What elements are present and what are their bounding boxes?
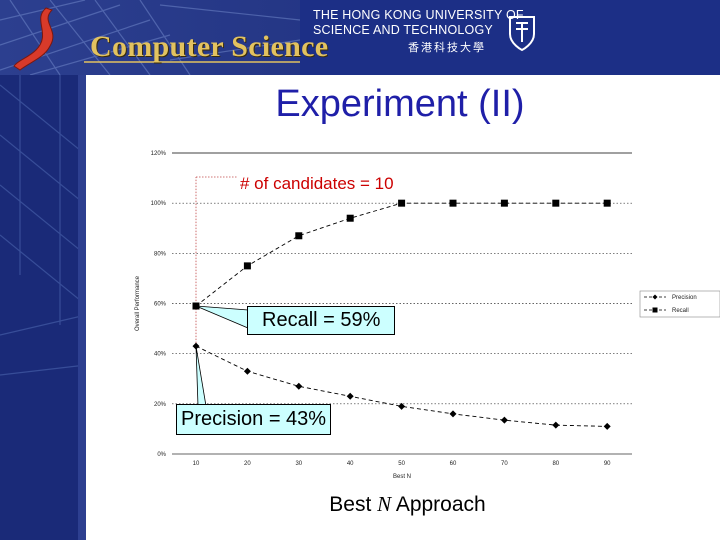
recall-point bbox=[449, 199, 457, 207]
header-banner: Computer Science THE HONG KONG UNIVERSIT… bbox=[0, 0, 720, 75]
x-tick-label: 50 bbox=[398, 461, 405, 467]
precision-point bbox=[346, 392, 354, 400]
legend-label-precision: Precision bbox=[672, 295, 697, 301]
x-tick-label: 90 bbox=[604, 461, 611, 467]
slide-caption: Best N Approach bbox=[0, 492, 720, 517]
x-tick-label: 10 bbox=[193, 461, 200, 467]
x-axis-label: Best N bbox=[393, 474, 411, 480]
left-sidebar bbox=[0, 75, 86, 540]
university-crest-icon bbox=[509, 16, 535, 52]
caption-suffix: Approach bbox=[391, 493, 486, 516]
recall-point bbox=[192, 302, 200, 310]
precision-point bbox=[398, 402, 406, 410]
x-tick-label: 40 bbox=[347, 461, 354, 467]
precision-point bbox=[603, 422, 611, 430]
recall-point bbox=[346, 214, 354, 222]
y-tick-label: 120% bbox=[151, 151, 167, 157]
x-tick-label: 60 bbox=[450, 461, 457, 467]
legend-box bbox=[639, 290, 720, 318]
precision-point bbox=[192, 342, 200, 350]
university-name-line2: SCIENCE AND TECHNOLOGY bbox=[313, 23, 493, 37]
recall-line bbox=[195, 202, 608, 307]
precision-point bbox=[552, 421, 560, 429]
x-tick-label: 20 bbox=[244, 461, 251, 467]
precision-annotation: Precision = 43% bbox=[176, 404, 332, 435]
y-tick-label: 80% bbox=[154, 251, 167, 257]
sidebar-decoration bbox=[0, 75, 86, 540]
recall-annotation: Recall = 59% bbox=[247, 306, 396, 335]
y-axis-label: Overall Performance bbox=[135, 275, 141, 331]
precision-point bbox=[500, 416, 508, 424]
y-tick-label: 0% bbox=[157, 452, 166, 458]
recall-point bbox=[243, 262, 251, 270]
banner-decoration bbox=[0, 0, 720, 75]
x-tick-label: 30 bbox=[295, 461, 302, 467]
recall-point bbox=[500, 199, 508, 207]
legend-marker-recall bbox=[652, 307, 658, 313]
legend-marker-precision bbox=[652, 294, 658, 300]
recall-point bbox=[552, 199, 560, 207]
y-tick-label: 20% bbox=[154, 402, 167, 408]
university-name-line1: THE HONG KONG UNIVERSITY OF bbox=[313, 8, 524, 22]
x-tick-label: 80 bbox=[552, 461, 559, 467]
precision-callout-pointer bbox=[195, 346, 207, 407]
recall-point bbox=[603, 199, 611, 207]
precision-point bbox=[295, 382, 303, 390]
precision-line bbox=[195, 345, 608, 427]
precision-point bbox=[449, 410, 457, 418]
department-title: Computer Science bbox=[90, 30, 329, 63]
candidates-annotation: # of candidates = 10 bbox=[240, 174, 394, 193]
caption-n: N bbox=[377, 492, 392, 516]
y-tick-label: 60% bbox=[154, 302, 167, 308]
recall-point bbox=[295, 232, 303, 240]
x-tick-label: 70 bbox=[501, 461, 508, 467]
slide-title: Experiment (II) bbox=[275, 83, 525, 125]
recall-point bbox=[398, 199, 406, 207]
precision-point bbox=[243, 367, 251, 375]
legend-label-recall: Recall bbox=[672, 308, 689, 314]
y-tick-label: 40% bbox=[154, 352, 167, 358]
university-name-chinese: 香港科技大學 bbox=[408, 42, 486, 54]
caption-prefix: Best bbox=[329, 493, 378, 516]
recall-callout-pointer bbox=[195, 305, 249, 329]
y-tick-label: 100% bbox=[151, 201, 167, 207]
